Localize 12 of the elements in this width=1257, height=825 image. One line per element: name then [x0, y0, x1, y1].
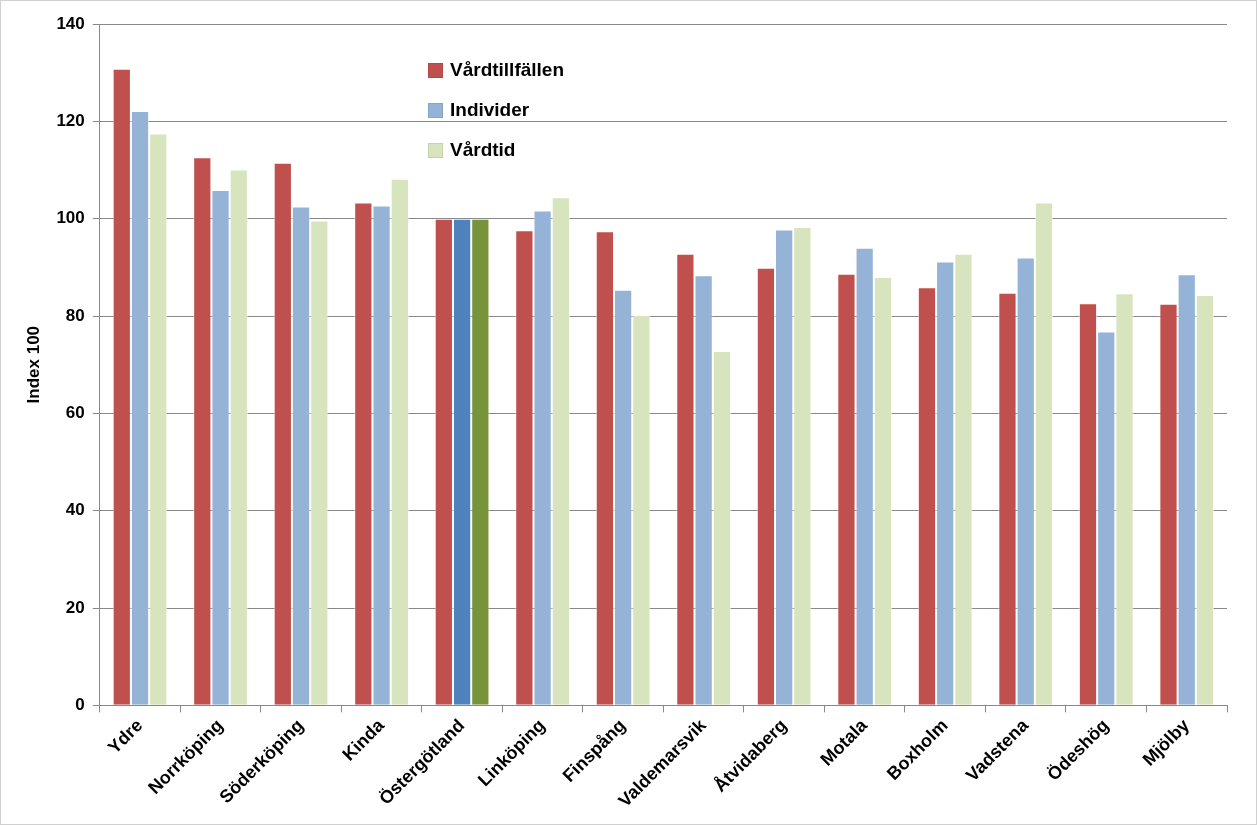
y-tick-label: 40: [65, 500, 85, 520]
y-tick-label: 100: [56, 208, 85, 228]
y-tick-label: 140: [56, 13, 85, 33]
y-tick-label: 80: [65, 305, 85, 325]
legend-label: Vårdtid: [450, 139, 516, 161]
y-tick-label: 60: [65, 403, 85, 423]
legend-label: Individer: [450, 99, 530, 121]
y-tick-label: 120: [56, 111, 85, 131]
legend-label: Vårdtillfällen: [450, 59, 565, 81]
y-tick-label: 20: [65, 597, 85, 617]
y-axis-title: Index 100: [23, 325, 43, 404]
y-tick-label: 0: [75, 695, 85, 715]
